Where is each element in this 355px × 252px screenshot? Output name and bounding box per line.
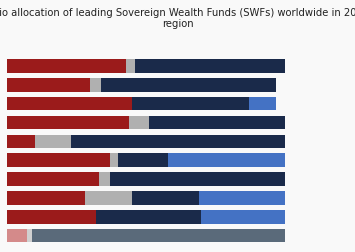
- Bar: [35, 135, 71, 149]
- Bar: [126, 60, 135, 74]
- Bar: [7, 229, 27, 242]
- Bar: [102, 79, 276, 92]
- Bar: [248, 98, 276, 111]
- Bar: [132, 98, 248, 111]
- Bar: [135, 60, 285, 74]
- Bar: [7, 154, 110, 167]
- Bar: [7, 135, 35, 149]
- Bar: [7, 98, 132, 111]
- Bar: [7, 79, 91, 92]
- Bar: [110, 154, 118, 167]
- Bar: [27, 229, 32, 242]
- Bar: [129, 116, 149, 130]
- Bar: [7, 210, 96, 224]
- Bar: [91, 79, 102, 92]
- Bar: [32, 229, 285, 242]
- Bar: [7, 191, 85, 205]
- Bar: [7, 173, 99, 186]
- Bar: [198, 191, 285, 205]
- Bar: [96, 210, 201, 224]
- Bar: [99, 173, 110, 186]
- Bar: [7, 116, 129, 130]
- Bar: [110, 173, 285, 186]
- Bar: [149, 116, 285, 130]
- Bar: [71, 135, 285, 149]
- Bar: [168, 154, 285, 167]
- Text: Portfolio allocation of leading Sovereign Wealth Funds (SWFs) worldwide in 2024,: Portfolio allocation of leading Sovereig…: [0, 8, 355, 29]
- Bar: [85, 191, 132, 205]
- Bar: [7, 60, 126, 74]
- Bar: [201, 210, 285, 224]
- Bar: [132, 191, 198, 205]
- Bar: [118, 154, 168, 167]
